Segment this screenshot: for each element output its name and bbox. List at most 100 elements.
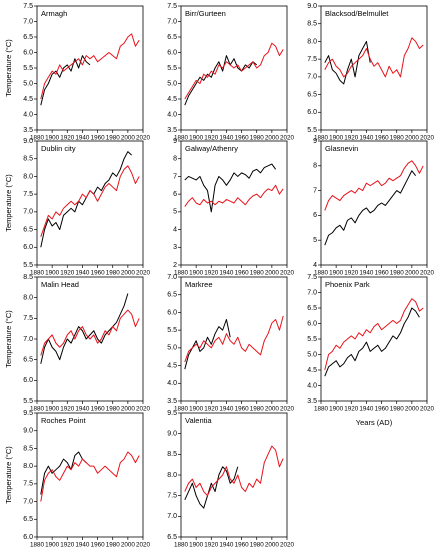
series-line: [324, 160, 424, 211]
panel-title: Armagh: [41, 9, 67, 18]
y-tick-label: 5.5: [23, 398, 33, 405]
y-tick-label: 8: [313, 163, 317, 170]
y-axis-label: Temperature (°C): [4, 174, 13, 232]
series-line: [324, 37, 424, 78]
series-line: [40, 151, 132, 248]
series-line: [40, 33, 140, 100]
y-tick-label: 8.0: [167, 472, 177, 479]
y-tick-label: 4.0: [307, 382, 317, 389]
plot-frame: [320, 140, 428, 266]
y-tick-label: 6.5: [167, 534, 177, 541]
y-tick-label: 9.5: [167, 410, 177, 417]
series-line: [324, 40, 371, 85]
y-tick-label: 8: [173, 156, 177, 163]
x-tick-label: 1900: [329, 270, 344, 277]
y-tick-label: 7.0: [167, 18, 177, 25]
y-tick-label: 4.5: [23, 96, 33, 103]
y-tick-label: 9.0: [23, 428, 33, 435]
x-tick-label: 2000: [405, 135, 420, 142]
y-tick-label: 5.0: [167, 345, 177, 352]
y-tick-label: 9.0: [167, 431, 177, 438]
y-tick-label: 5: [173, 209, 177, 216]
x-tick-label: 1880: [30, 270, 45, 277]
x-tick-label: 2020: [280, 542, 295, 549]
plot-frame: [36, 5, 144, 131]
x-tick-label: 1940: [75, 270, 90, 277]
x-tick-label: 1900: [189, 406, 204, 413]
y-tick-label: 9.0: [23, 138, 33, 145]
x-tick-label: 2000: [265, 406, 280, 413]
y-tick-label: 8.0: [307, 38, 317, 45]
y-tick-label: 7.5: [23, 3, 33, 10]
x-tick-label: 1920: [204, 135, 219, 142]
plot-frame: [320, 276, 428, 402]
y-axis-label: Temperature (°C): [4, 446, 13, 504]
y-tick-label: 7.5: [23, 191, 33, 198]
x-tick-label: 2000: [121, 542, 136, 549]
panel: 6.0 6.5 7.0 7.5 8.0 8.5 9.0 9.5 1880 1900 1920 1940…: [4, 410, 151, 549]
y-tick-label: 8.0: [23, 463, 33, 470]
y-tick-label: 9: [313, 138, 317, 145]
x-tick-label: 2020: [280, 270, 295, 277]
y-tick-label: 6.5: [23, 34, 33, 41]
y-tick-label: 4.5: [307, 367, 317, 374]
x-tick-label: 1920: [60, 406, 75, 413]
plot-frame: [36, 140, 144, 266]
y-tick-label: 4.0: [167, 380, 177, 387]
y-tick-label: 8.5: [307, 21, 317, 28]
x-tick-label: 2000: [121, 406, 136, 413]
panel-title: Valentia: [185, 416, 212, 425]
series-line: [184, 315, 284, 363]
panel-title: Blacksod/Belmullet: [325, 9, 389, 18]
x-tick-label: 2020: [280, 406, 295, 413]
x-tick-label: 1920: [344, 135, 359, 142]
y-tick-label: 6.0: [23, 49, 33, 56]
x-tick-label: 1940: [219, 135, 234, 142]
x-tick-label: 1980: [390, 406, 405, 413]
x-tick-label: 1880: [174, 406, 189, 413]
y-tick-label: 6.0: [167, 49, 177, 56]
series-line: [184, 445, 284, 497]
x-tick-label: 2000: [265, 135, 280, 142]
x-axis-label: Years (AD): [356, 418, 393, 427]
x-tick-label: 1920: [60, 270, 75, 277]
y-tick-label: 8.5: [167, 451, 177, 458]
y-tick-label: 6.5: [167, 292, 177, 299]
x-tick-label: 1920: [204, 406, 219, 413]
y-tick-label: 3.5: [307, 398, 317, 405]
x-tick-label: 1940: [359, 270, 374, 277]
y-tick-label: 5.5: [307, 336, 317, 343]
y-tick-label: 5.0: [307, 351, 317, 358]
x-tick-label: 1900: [45, 270, 60, 277]
x-tick-label: 1960: [375, 406, 390, 413]
x-tick-label: 1940: [219, 270, 234, 277]
panel: 3.5 4.0 4.5 5.0 5.5 6.0 6.5 7.0 1880 1900 1920 1940…: [167, 274, 294, 413]
y-tick-label: 4.5: [167, 96, 177, 103]
x-tick-label: 1940: [75, 135, 90, 142]
plot-frame: [180, 276, 288, 402]
y-tick-label: 7.0: [167, 274, 177, 281]
panel-title: Phoenix Park: [325, 280, 370, 289]
series-line: [184, 42, 284, 100]
x-tick-label: 1900: [45, 542, 60, 549]
x-tick-label: 1980: [106, 406, 121, 413]
x-tick-label: 1880: [314, 406, 329, 413]
y-tick-label: 7.5: [167, 3, 177, 10]
y-tick-label: 8.0: [23, 295, 33, 302]
y-tick-label: 7.0: [23, 336, 33, 343]
y-tick-label: 6.5: [307, 91, 317, 98]
series-line: [324, 307, 420, 377]
y-tick-label: 9: [173, 138, 177, 145]
plot-frame: [180, 412, 288, 538]
panel-title: Galway/Athenry: [185, 144, 238, 153]
y-tick-label: 7.5: [307, 274, 317, 281]
x-tick-label: 1900: [189, 542, 204, 549]
y-tick-label: 6.5: [307, 305, 317, 312]
x-tick-label: 1920: [344, 270, 359, 277]
x-tick-label: 1940: [75, 542, 90, 549]
y-tick-label: 4.5: [167, 362, 177, 369]
y-tick-label: 6.0: [307, 109, 317, 116]
plot-frame: [320, 5, 428, 131]
